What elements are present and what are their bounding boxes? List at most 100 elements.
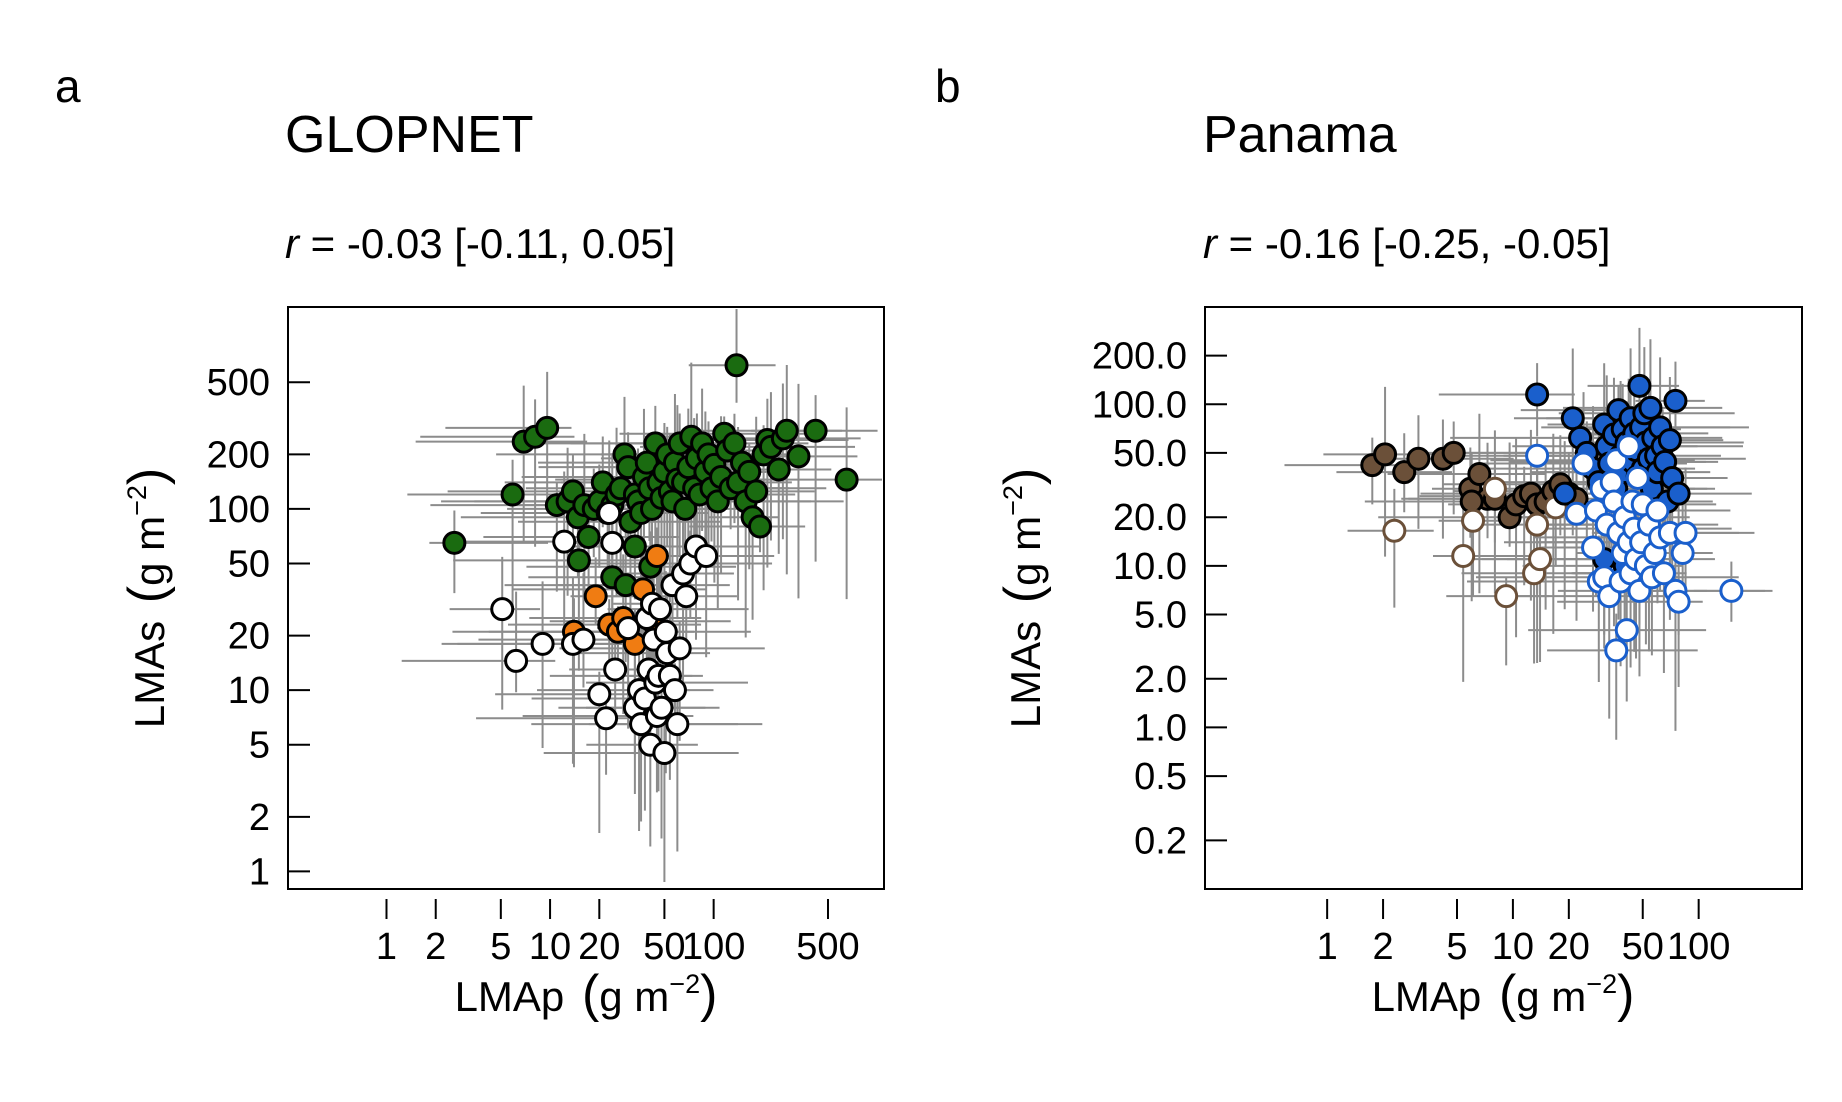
data-point bbox=[1482, 476, 1507, 501]
y-axis-label-b: LMAs (g m−2) bbox=[994, 468, 1052, 729]
y-tick-label: 500 bbox=[207, 362, 270, 404]
data-points-b bbox=[1360, 373, 1744, 663]
data-point bbox=[1625, 465, 1650, 490]
data-point bbox=[1645, 498, 1670, 523]
x-tick-label: 100 bbox=[682, 926, 745, 968]
data-point bbox=[530, 631, 555, 656]
panel-label-a: a bbox=[55, 60, 81, 112]
data-point bbox=[1494, 584, 1519, 609]
y-tick-label: 10 bbox=[228, 670, 270, 712]
y-axis-label-unit-a: g m bbox=[126, 516, 173, 586]
y-tick-label: 0.5 bbox=[1134, 756, 1187, 798]
x-tick-label: 2 bbox=[1372, 926, 1393, 968]
data-point bbox=[622, 534, 647, 559]
data-point bbox=[1373, 442, 1398, 467]
data-point bbox=[786, 444, 811, 469]
y-tick-label: 50 bbox=[228, 543, 270, 585]
x-tick-label: 50 bbox=[1622, 926, 1664, 968]
data-point bbox=[1451, 544, 1476, 569]
data-point bbox=[644, 543, 669, 568]
data-point bbox=[1673, 520, 1698, 545]
x-tick-label: 10 bbox=[529, 926, 571, 968]
x-axis-label-b: LMAp (g m−2) bbox=[1372, 965, 1635, 1023]
y-tick-label: 100.0 bbox=[1092, 384, 1187, 426]
data-point bbox=[1441, 440, 1466, 465]
y-tick-label: 1 bbox=[249, 851, 270, 893]
correlation-r-symbol-a: r bbox=[285, 220, 301, 267]
panel-a: a GLOPNET r = -0.03 [-0.11, 0.05] 1 2 5 10 2… bbox=[55, 60, 885, 1023]
y-tick-label: 0.2 bbox=[1134, 820, 1187, 862]
data-point bbox=[1663, 388, 1688, 413]
x-tick-label: 1 bbox=[376, 926, 397, 968]
data-point bbox=[490, 597, 515, 622]
y-tick-label: 2.0 bbox=[1134, 659, 1187, 701]
x-tick-label: 20 bbox=[1548, 926, 1590, 968]
data-point bbox=[535, 415, 560, 440]
data-point bbox=[662, 678, 687, 703]
y-tick-label: 200 bbox=[207, 434, 270, 476]
data-point bbox=[1638, 395, 1663, 420]
x-axis-label-unit-b: g m bbox=[1516, 973, 1586, 1020]
data-point bbox=[673, 496, 698, 521]
panel-label-b: b bbox=[935, 60, 961, 112]
data-point bbox=[665, 712, 690, 737]
y-axis-label-main-b: LMAs bbox=[1002, 621, 1049, 728]
data-point bbox=[1599, 470, 1624, 495]
data-point bbox=[744, 479, 769, 504]
x-tick-label: 10 bbox=[1492, 926, 1534, 968]
y-tick-label: 50.0 bbox=[1113, 433, 1187, 475]
correlation-value-b: = -0.16 [-0.25, -0.05] bbox=[1217, 220, 1610, 267]
data-point bbox=[587, 682, 612, 707]
data-point bbox=[1525, 512, 1550, 537]
chart-title-a: GLOPNET bbox=[285, 106, 534, 164]
data-point bbox=[1525, 443, 1550, 468]
data-point bbox=[652, 741, 677, 766]
data-point bbox=[500, 482, 525, 507]
x-tick-label: 5 bbox=[1446, 926, 1467, 968]
data-point bbox=[724, 353, 749, 378]
correlation-value-a: = -0.03 [-0.11, 0.05] bbox=[299, 220, 675, 267]
data-point bbox=[1406, 446, 1431, 471]
plot-frame-a bbox=[287, 306, 885, 890]
data-point bbox=[1581, 535, 1606, 560]
chart-title-b: Panama bbox=[1203, 106, 1397, 164]
data-point bbox=[576, 524, 601, 549]
data-point bbox=[1560, 406, 1585, 431]
x-axis-label-main-b: LMAp bbox=[1372, 973, 1482, 1020]
x-axis-label-main-a: LMAp bbox=[455, 973, 565, 1020]
data-point bbox=[600, 530, 625, 555]
x-tick-label: 20 bbox=[578, 926, 620, 968]
y-axis-label-main-a: LMAs bbox=[126, 621, 173, 728]
data-point bbox=[616, 616, 641, 641]
x-axis-label-a: LMAp (g m−2) bbox=[455, 965, 718, 1023]
data-point bbox=[1564, 501, 1589, 526]
data-point bbox=[774, 418, 799, 443]
x-tick-label: 100 bbox=[1667, 926, 1730, 968]
x-tick-label: 2 bbox=[425, 926, 446, 968]
data-point bbox=[803, 418, 828, 443]
x-tick-label: 50 bbox=[643, 926, 685, 968]
data-point bbox=[1382, 518, 1407, 543]
data-point bbox=[1604, 638, 1629, 663]
panel-b: b Panama r = -0.16 [-0.25, -0.05] 1 2 5 10 2… bbox=[935, 60, 1803, 1023]
x-tick-label: 5 bbox=[490, 926, 511, 968]
correlation-r-symbol-b: r bbox=[1203, 220, 1219, 267]
data-point bbox=[504, 648, 529, 673]
correlation-label-a: r = -0.03 [-0.11, 0.05] bbox=[285, 220, 675, 267]
data-point bbox=[747, 514, 772, 539]
data-point bbox=[667, 636, 692, 661]
data-point bbox=[834, 467, 859, 492]
data-point bbox=[1670, 541, 1695, 566]
data-point bbox=[583, 584, 608, 609]
plot-frame-b bbox=[1204, 306, 1803, 890]
y-tick-label: 2 bbox=[249, 797, 270, 839]
data-point bbox=[1657, 428, 1682, 453]
data-point bbox=[648, 597, 673, 622]
x-axis-label-exp-a: −2 bbox=[669, 969, 700, 999]
data-point bbox=[1666, 589, 1691, 614]
data-point bbox=[597, 500, 622, 525]
y-tick-label: 20.0 bbox=[1113, 497, 1187, 539]
data-point bbox=[1651, 561, 1676, 586]
